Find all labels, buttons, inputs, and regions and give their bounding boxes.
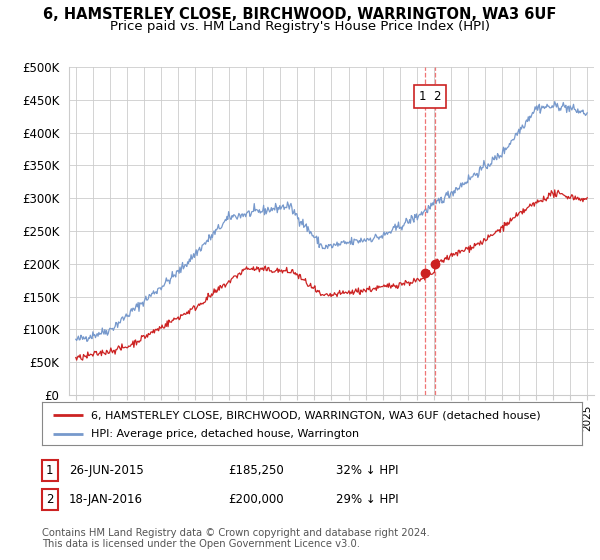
- Text: £185,250: £185,250: [228, 464, 284, 477]
- Text: £200,000: £200,000: [228, 493, 284, 506]
- Text: 1  2: 1 2: [419, 90, 441, 103]
- Text: 29% ↓ HPI: 29% ↓ HPI: [336, 493, 398, 506]
- Text: 2: 2: [46, 493, 53, 506]
- Text: 6, HAMSTERLEY CLOSE, BIRCHWOOD, WARRINGTON, WA3 6UF: 6, HAMSTERLEY CLOSE, BIRCHWOOD, WARRINGT…: [43, 7, 557, 22]
- Text: Price paid vs. HM Land Registry's House Price Index (HPI): Price paid vs. HM Land Registry's House …: [110, 20, 490, 33]
- Text: Contains HM Land Registry data © Crown copyright and database right 2024.
This d: Contains HM Land Registry data © Crown c…: [42, 528, 430, 549]
- Text: 6, HAMSTERLEY CLOSE, BIRCHWOOD, WARRINGTON, WA3 6UF (detached house): 6, HAMSTERLEY CLOSE, BIRCHWOOD, WARRINGT…: [91, 410, 540, 420]
- Text: 18-JAN-2016: 18-JAN-2016: [69, 493, 143, 506]
- Text: 32% ↓ HPI: 32% ↓ HPI: [336, 464, 398, 477]
- Text: 26-JUN-2015: 26-JUN-2015: [69, 464, 144, 477]
- Text: 1: 1: [46, 464, 53, 477]
- Text: HPI: Average price, detached house, Warrington: HPI: Average price, detached house, Warr…: [91, 430, 359, 440]
